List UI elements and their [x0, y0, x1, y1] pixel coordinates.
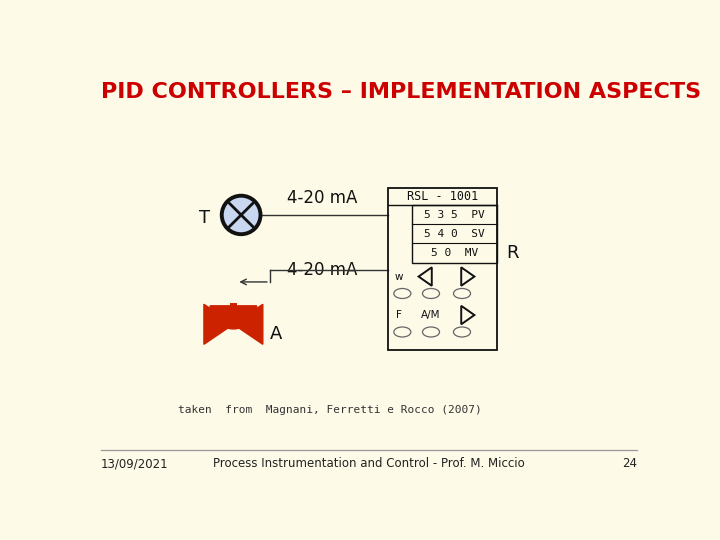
Polygon shape: [233, 304, 263, 345]
Text: T: T: [199, 209, 210, 227]
Text: PID CONTROLLERS – IMPLEMENTATION ASPECTS: PID CONTROLLERS – IMPLEMENTATION ASPECTS: [101, 82, 701, 102]
Text: 4-20 mA: 4-20 mA: [287, 189, 358, 207]
Text: taken  from  Magnani, Ferretti e Rocco (2007): taken from Magnani, Ferretti e Rocco (20…: [179, 405, 482, 415]
Text: RSL - 1001: RSL - 1001: [407, 190, 478, 203]
Text: A: A: [270, 325, 282, 343]
Text: A/M: A/M: [421, 310, 441, 320]
Polygon shape: [204, 304, 233, 345]
Text: Process Instrumentation and Control - Prof. M. Miccio: Process Instrumentation and Control - Pr…: [213, 457, 525, 470]
Circle shape: [222, 195, 261, 234]
Text: 13/09/2021: 13/09/2021: [101, 457, 168, 470]
Wedge shape: [210, 306, 256, 329]
Text: R: R: [506, 244, 518, 262]
Text: 5 3 5  PV: 5 3 5 PV: [424, 210, 485, 220]
Text: 5 0  MV: 5 0 MV: [431, 248, 478, 258]
Text: F: F: [396, 310, 402, 320]
Text: 5 4 0  SV: 5 4 0 SV: [424, 229, 485, 239]
Text: 24: 24: [622, 457, 637, 470]
Bar: [412, 205, 497, 262]
Text: w: w: [395, 272, 403, 281]
Bar: [388, 188, 497, 350]
Text: 4-20 mA: 4-20 mA: [287, 261, 358, 279]
